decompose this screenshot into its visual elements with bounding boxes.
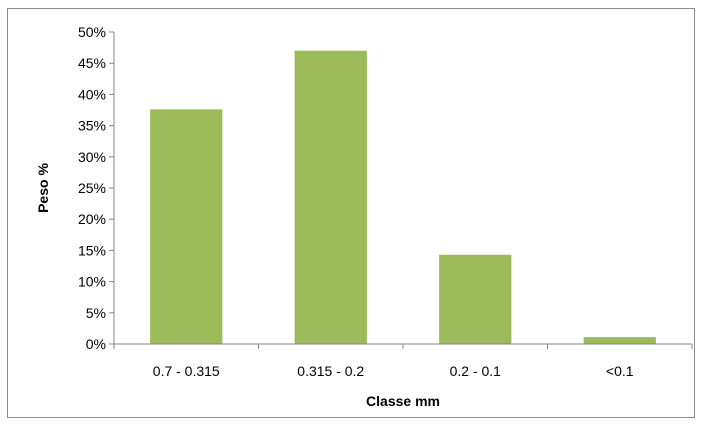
bar-2 bbox=[439, 254, 512, 344]
x-tick-label: 0.2 - 0.1 bbox=[450, 363, 502, 379]
y-tick-label: 35% bbox=[78, 118, 106, 134]
y-tick-label: 5% bbox=[86, 305, 106, 321]
x-axis-ticks: 0.7 - 0.315 0.315 - 0.2 0.2 - 0.1 <0.1 bbox=[113, 344, 693, 379]
bar-1 bbox=[294, 50, 367, 344]
bar-0 bbox=[150, 109, 223, 344]
x-tick-label: 0.315 - 0.2 bbox=[297, 363, 364, 379]
y-tick-label: 45% bbox=[78, 55, 106, 71]
y-tick-label: 10% bbox=[78, 274, 106, 290]
bars bbox=[150, 50, 656, 344]
y-tick-label: 20% bbox=[78, 211, 106, 227]
x-axis-title: Classe mm bbox=[366, 393, 440, 409]
y-axis-title: Peso % bbox=[35, 163, 51, 213]
y-tick-label: 15% bbox=[78, 242, 106, 258]
bar-3 bbox=[583, 337, 656, 344]
y-tick-label: 50% bbox=[78, 24, 106, 40]
y-tick-label: 0% bbox=[86, 336, 106, 352]
y-tick-label: 30% bbox=[78, 149, 106, 165]
x-tick-label: 0.7 - 0.315 bbox=[153, 363, 220, 379]
y-axis-ticks: 0% 5% 10% 15% 20% 25% 30% 35% 40% 45% 50% bbox=[78, 24, 114, 352]
y-tick-label: 25% bbox=[78, 180, 106, 196]
x-tick-label: <0.1 bbox=[606, 363, 634, 379]
y-tick-label: 40% bbox=[78, 86, 106, 102]
